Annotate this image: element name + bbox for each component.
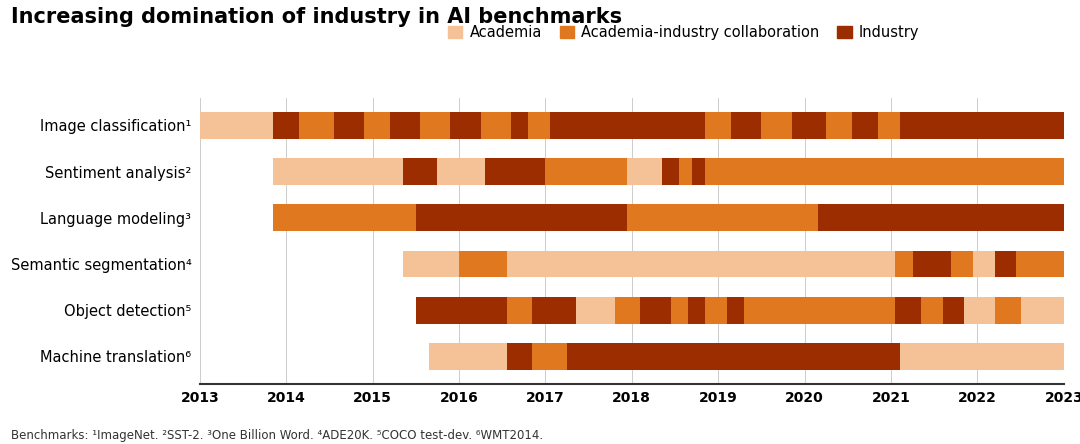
Bar [545,158,627,185]
Bar [688,297,705,324]
Bar [900,204,1064,231]
Bar [973,250,995,278]
Bar [532,343,567,370]
Bar [532,297,576,324]
Bar [429,343,507,370]
Bar [964,297,995,324]
Bar [403,158,437,185]
Bar [416,297,507,324]
Text: Increasing domination of industry in AI benchmarks: Increasing domination of industry in AI … [11,7,622,27]
Bar [299,112,334,139]
Bar [416,204,627,231]
Bar [420,112,450,139]
Bar [878,112,900,139]
Bar [995,250,1016,278]
Bar [818,204,900,231]
Bar [900,112,1064,139]
Bar [485,158,545,185]
Bar [705,112,731,139]
Bar [951,250,973,278]
Bar [679,158,692,185]
Bar [1016,250,1034,278]
Bar [459,250,507,278]
Bar [481,112,511,139]
Bar [744,297,895,324]
Bar [507,250,895,278]
Bar [273,204,416,231]
Bar [826,112,852,139]
Text: Benchmarks: ¹ImageNet. ²SST-2. ³One Billion Word. ⁴ADE20K. ⁵COCO test-dev. ⁶WMT2: Benchmarks: ¹ImageNet. ²SST-2. ³One Bill… [11,429,543,442]
Bar [671,297,688,324]
Bar [390,112,420,139]
Bar [640,297,671,324]
Bar [615,297,640,324]
Bar [437,158,485,185]
Bar [761,112,792,139]
Bar [852,112,878,139]
Bar [627,204,818,231]
Bar [727,297,744,324]
Bar [995,297,1021,324]
Bar [550,112,705,139]
Bar [900,343,1064,370]
Bar [507,343,532,370]
Bar [895,297,921,324]
Bar [334,112,364,139]
Bar [627,158,662,185]
Bar [200,112,273,139]
Bar [511,112,528,139]
Bar [1021,297,1064,324]
Bar [705,158,1064,185]
Bar [913,250,951,278]
Bar [576,297,615,324]
Bar [692,158,705,185]
Bar [921,297,943,324]
Bar [792,112,826,139]
Bar [662,158,679,185]
Bar [450,112,481,139]
Bar [1034,250,1064,278]
Bar [528,112,550,139]
Bar [364,112,390,139]
Bar [507,297,532,324]
Bar [403,250,459,278]
Bar [731,112,761,139]
Bar [705,297,727,324]
Bar [273,112,299,139]
Bar [567,343,900,370]
Bar [943,297,964,324]
Legend: Academia, Academia-industry collaboration, Industry: Academia, Academia-industry collaboratio… [442,19,926,46]
Bar [895,250,913,278]
Bar [273,158,403,185]
